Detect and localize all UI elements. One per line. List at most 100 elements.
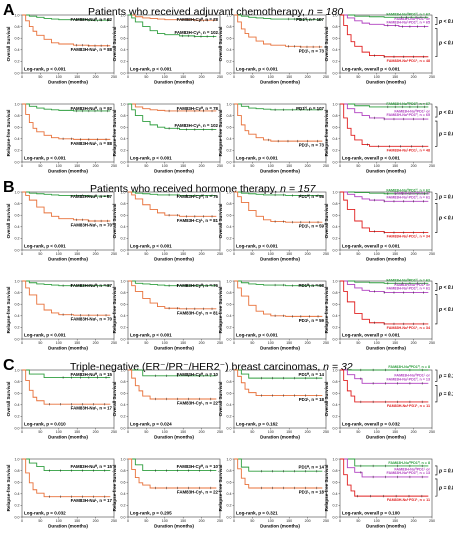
km-plot-1: 0.0 0.2 0.4 0.6 0.8 1.0 0 50 100 150 200 250 Overall… — [112, 13, 223, 84]
y-tick-label: 0.2 — [121, 415, 126, 419]
pairwise-pvalue: p = 0.059 — [438, 468, 453, 474]
km-plot-13: 0.0 0.2 0.4 0.6 0.8 1.0 0 50 100 150 200 250 Relapse… — [112, 279, 223, 350]
y-tick-label: 0.8 — [227, 114, 232, 118]
km-plot-16: 0.0 0.2 0.4 0.6 0.8 1.0 0 50 100 150 200 250 Overall… — [6, 368, 117, 439]
panel-letter-a: A — [3, 2, 15, 19]
y-tick-label: 0.0 — [121, 426, 126, 430]
x-tick-label: 250 — [429, 341, 435, 345]
x-tick-label: 0 — [339, 75, 341, 79]
x-tick-label: 200 — [93, 75, 99, 79]
x-tick-label: 50 — [356, 430, 360, 434]
km-curve-1 — [128, 103, 217, 130]
y-tick-label: 0.2 — [15, 504, 20, 508]
x-axis-title: Duration (months) — [48, 435, 88, 440]
km-curve-0 — [128, 103, 217, 112]
x-tick-label: 150 — [392, 519, 398, 523]
x-axis-title: Duration (months) — [260, 524, 300, 529]
curve-label-line2: FAM83H-NuᴸPD1ᴴ, n = 65 — [386, 21, 430, 25]
km-curve-0 — [128, 280, 217, 287]
y-tick-label: 0.6 — [333, 214, 338, 218]
km-plot-19: 0.0 0.2 0.4 0.6 0.8 1.0 0 50 100 150 200 250 Overall… — [324, 365, 453, 440]
y-tick-label: 1.0 — [121, 368, 126, 372]
curve-label: PD1ᴸ, n = 73 — [299, 48, 325, 53]
pairwise-pvalue: p = 0.156 — [438, 373, 453, 379]
y-tick-label: 0.0 — [15, 337, 20, 341]
y-tick-label: 0.2 — [333, 415, 338, 419]
y-tick-label: 1.0 — [333, 457, 338, 461]
x-tick-label: 250 — [429, 75, 435, 79]
x-tick-label: 50 — [144, 75, 148, 79]
y-tick-label: 0.2 — [227, 504, 232, 508]
y-tick-label: 0.0 — [227, 160, 232, 164]
y-tick-label: 0.8 — [121, 114, 126, 118]
x-tick-label: 250 — [323, 430, 329, 434]
km-curve-1 — [128, 280, 217, 310]
y-tick-label: 0.2 — [15, 60, 20, 64]
km-curve-1 — [340, 369, 429, 384]
y-axis-title: Overall Survival — [6, 204, 11, 239]
plot-frame — [127, 14, 221, 74]
y-tick-label: 0.0 — [15, 426, 20, 430]
km-curve-2 — [340, 280, 429, 325]
curve-label: PD1ᴸ, n = 59 — [299, 224, 325, 229]
x-tick-label: 200 — [411, 519, 417, 523]
km-curve-0 — [234, 191, 323, 196]
plot-frame — [21, 191, 115, 251]
curve-label: FAM83H-NuᴸPD1ᴸ, n = 48 — [387, 59, 430, 63]
y-tick-label: 0.2 — [227, 60, 232, 64]
y-tick-label: 0.4 — [121, 314, 126, 318]
y-axis-title: Relapse-free Survival — [324, 287, 329, 334]
x-tick-label: 200 — [199, 75, 205, 79]
x-axis-title: Duration (months) — [154, 80, 194, 85]
plot-frame — [233, 103, 327, 163]
x-tick-label: 100 — [374, 519, 380, 523]
x-tick-label: 50 — [144, 252, 148, 256]
y-tick-label: 1.0 — [15, 190, 20, 194]
x-axis-title: Duration (months) — [260, 346, 300, 351]
y-tick-label: 0.4 — [333, 137, 338, 141]
y-tick-label: 0.2 — [15, 237, 20, 241]
y-tick-label: 0.0 — [227, 337, 232, 341]
x-tick-label: 150 — [180, 341, 186, 345]
km-curve-0 — [22, 280, 111, 287]
km-curve-1 — [234, 191, 323, 223]
x-tick-label: 250 — [111, 341, 117, 345]
x-tick-label: 0 — [233, 164, 235, 168]
y-tick-label: 1.0 — [15, 368, 20, 372]
x-tick-label: 0 — [339, 341, 341, 345]
curve-label-line1: FAM83H-NuᴴPD1ᴸ or — [394, 283, 430, 287]
curve-label: FAM83H-Cyᴸ, n = 81 — [177, 310, 219, 315]
y-tick-label: 0.4 — [227, 314, 232, 318]
x-axis-title: Duration (months) — [366, 346, 406, 351]
x-tick-label: 100 — [374, 164, 380, 168]
y-tick-label: 0.0 — [333, 160, 338, 164]
x-tick-label: 150 — [180, 519, 186, 523]
curve-label-line2: FAM83H-NuᴸPD1ᴴ, n = 61 — [386, 287, 430, 291]
y-tick-label: 0.0 — [15, 248, 20, 252]
plot-frame — [21, 103, 115, 163]
km-curve-1 — [22, 14, 111, 47]
y-axis-title: Relapse-free Survival — [6, 465, 11, 512]
logrank-stat: Log-rank, overall p = 0.032 — [342, 422, 400, 427]
y-tick-label: 0.4 — [15, 314, 20, 318]
x-tick-label: 100 — [268, 75, 274, 79]
km-curve-0 — [340, 103, 429, 108]
plot-frame — [233, 369, 327, 429]
plot-frame — [339, 103, 433, 163]
km-curve-0 — [234, 14, 323, 21]
logrank-stat: Log-rank, p = 0.010 — [24, 422, 66, 427]
plot-frame — [21, 280, 115, 340]
x-tick-label: 50 — [250, 519, 254, 523]
plot-frame — [21, 14, 115, 74]
y-tick-label: 1.0 — [15, 13, 20, 17]
y-tick-label: 1.0 — [227, 102, 232, 106]
km-curve-1 — [234, 369, 323, 396]
y-tick-label: 1.0 — [333, 13, 338, 17]
logrank-stat: Log-rank, p = 0.321 — [236, 511, 278, 516]
x-tick-label: 50 — [38, 252, 42, 256]
y-axis-title: Overall Survival — [324, 204, 329, 239]
y-axis-title: Relapse-free Survival — [112, 110, 117, 157]
plot-frame — [127, 458, 221, 518]
y-tick-label: 1.0 — [227, 13, 232, 17]
curve-label: FAM83H-Cyᴴ, n = 78 — [177, 106, 219, 111]
